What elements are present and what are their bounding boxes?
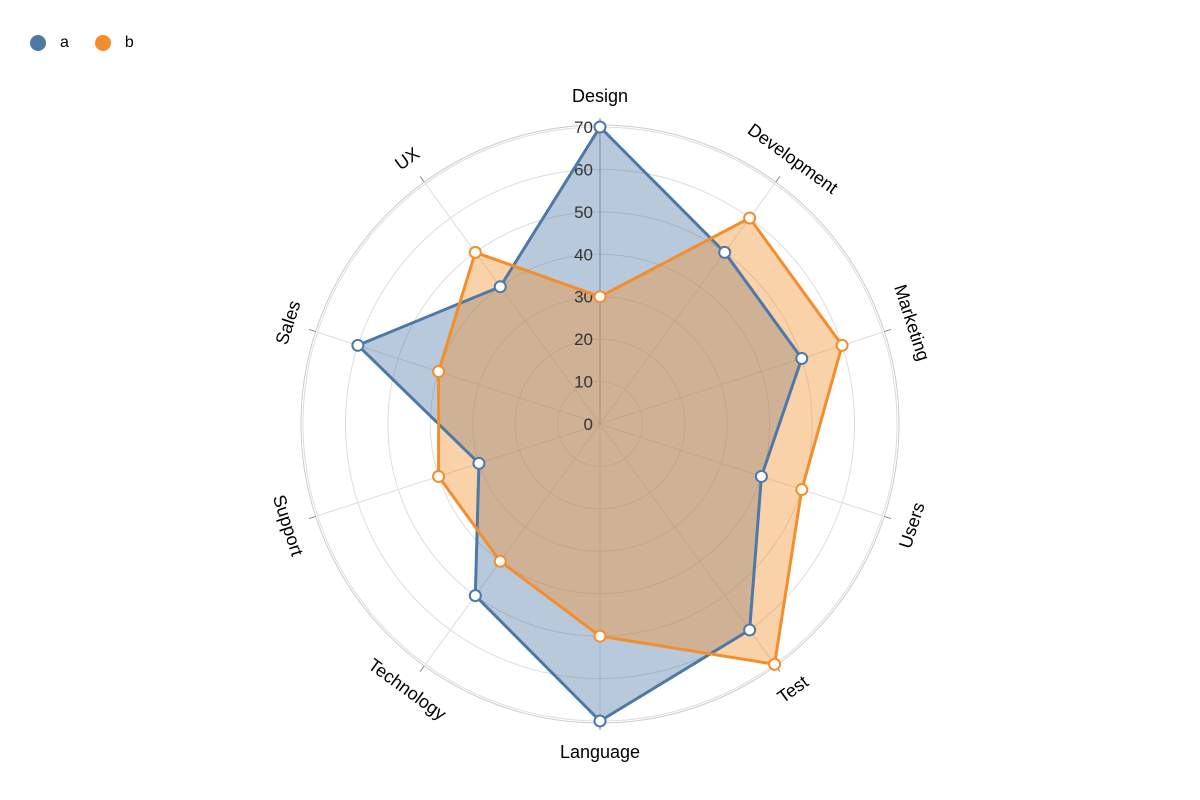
axis-spoke	[599, 423, 775, 665]
axis-label-users: Users	[895, 500, 929, 551]
data-point-b-language[interactable]	[593, 629, 607, 643]
axis-tick	[419, 665, 425, 672]
legend-label-b: b	[124, 34, 134, 51]
legend-swatch-a	[30, 35, 46, 51]
axis-label-support: Support	[269, 492, 308, 558]
axis-label-development: Development	[744, 119, 842, 198]
data-point-b-users[interactable]	[795, 483, 809, 497]
axis-spoke	[425, 423, 601, 665]
axis-label-ux: UX	[391, 143, 423, 174]
data-point-b-support[interactable]	[432, 469, 446, 483]
data-point-b-ux[interactable]	[468, 245, 482, 259]
series-areas	[357, 127, 843, 721]
tick-label: 60	[574, 160, 593, 179]
axis-spoke	[317, 423, 601, 517]
axis-label-technology: Technology	[364, 655, 449, 725]
data-point-a-design[interactable]	[593, 120, 607, 134]
data-point-b-design[interactable]	[593, 290, 607, 304]
series-points	[351, 120, 849, 728]
legend-item-b[interactable]: b	[94, 34, 134, 52]
data-point-b-development[interactable]	[743, 211, 757, 225]
data-point-a-test[interactable]	[743, 623, 757, 637]
tick-label: 50	[574, 203, 593, 222]
tick-label: 20	[574, 330, 593, 349]
data-point-a-sales[interactable]	[351, 338, 365, 352]
axis-label-language: Language	[560, 742, 640, 762]
axis-tick	[308, 515, 316, 520]
legend: a b	[30, 34, 160, 52]
axis-tick	[884, 328, 892, 333]
data-point-b-test[interactable]	[768, 657, 782, 671]
data-point-a-language[interactable]	[593, 714, 607, 728]
axis-label-design: Design	[572, 86, 628, 106]
data-point-a-marketing[interactable]	[795, 351, 809, 365]
axis-spoke	[425, 183, 601, 425]
data-point-a-ux[interactable]	[493, 280, 507, 294]
axis-spoke	[599, 331, 883, 425]
tick-label: 70	[574, 118, 593, 137]
data-point-a-support[interactable]	[472, 456, 486, 470]
tick-label: 40	[574, 245, 593, 264]
tick-label: 0	[584, 415, 593, 434]
axis-label-marketing: Marketing	[890, 282, 933, 363]
legend-label-a: a	[60, 34, 69, 51]
data-point-a-users[interactable]	[754, 469, 768, 483]
axis-spoke	[599, 183, 775, 425]
axis-tick	[775, 176, 781, 183]
axis-spoke	[599, 423, 883, 517]
data-point-b-marketing[interactable]	[835, 338, 849, 352]
legend-swatch-b	[94, 35, 111, 51]
data-point-b-sales[interactable]	[432, 365, 446, 379]
data-point-a-technology[interactable]	[468, 589, 482, 603]
axis-tick	[419, 176, 425, 183]
axis-tick	[884, 515, 892, 520]
legend-item-a[interactable]: a	[30, 34, 69, 52]
axis-tick	[308, 328, 316, 333]
series-area-b	[438, 218, 843, 665]
data-point-b-technology[interactable]	[493, 554, 507, 568]
axis-label-test: Test	[774, 672, 812, 708]
axis-label-sales: Sales	[272, 298, 305, 347]
tick-label: 10	[574, 373, 593, 392]
series-area-a	[357, 127, 802, 721]
data-point-a-development[interactable]	[718, 245, 732, 259]
axis-spoke	[317, 331, 601, 425]
